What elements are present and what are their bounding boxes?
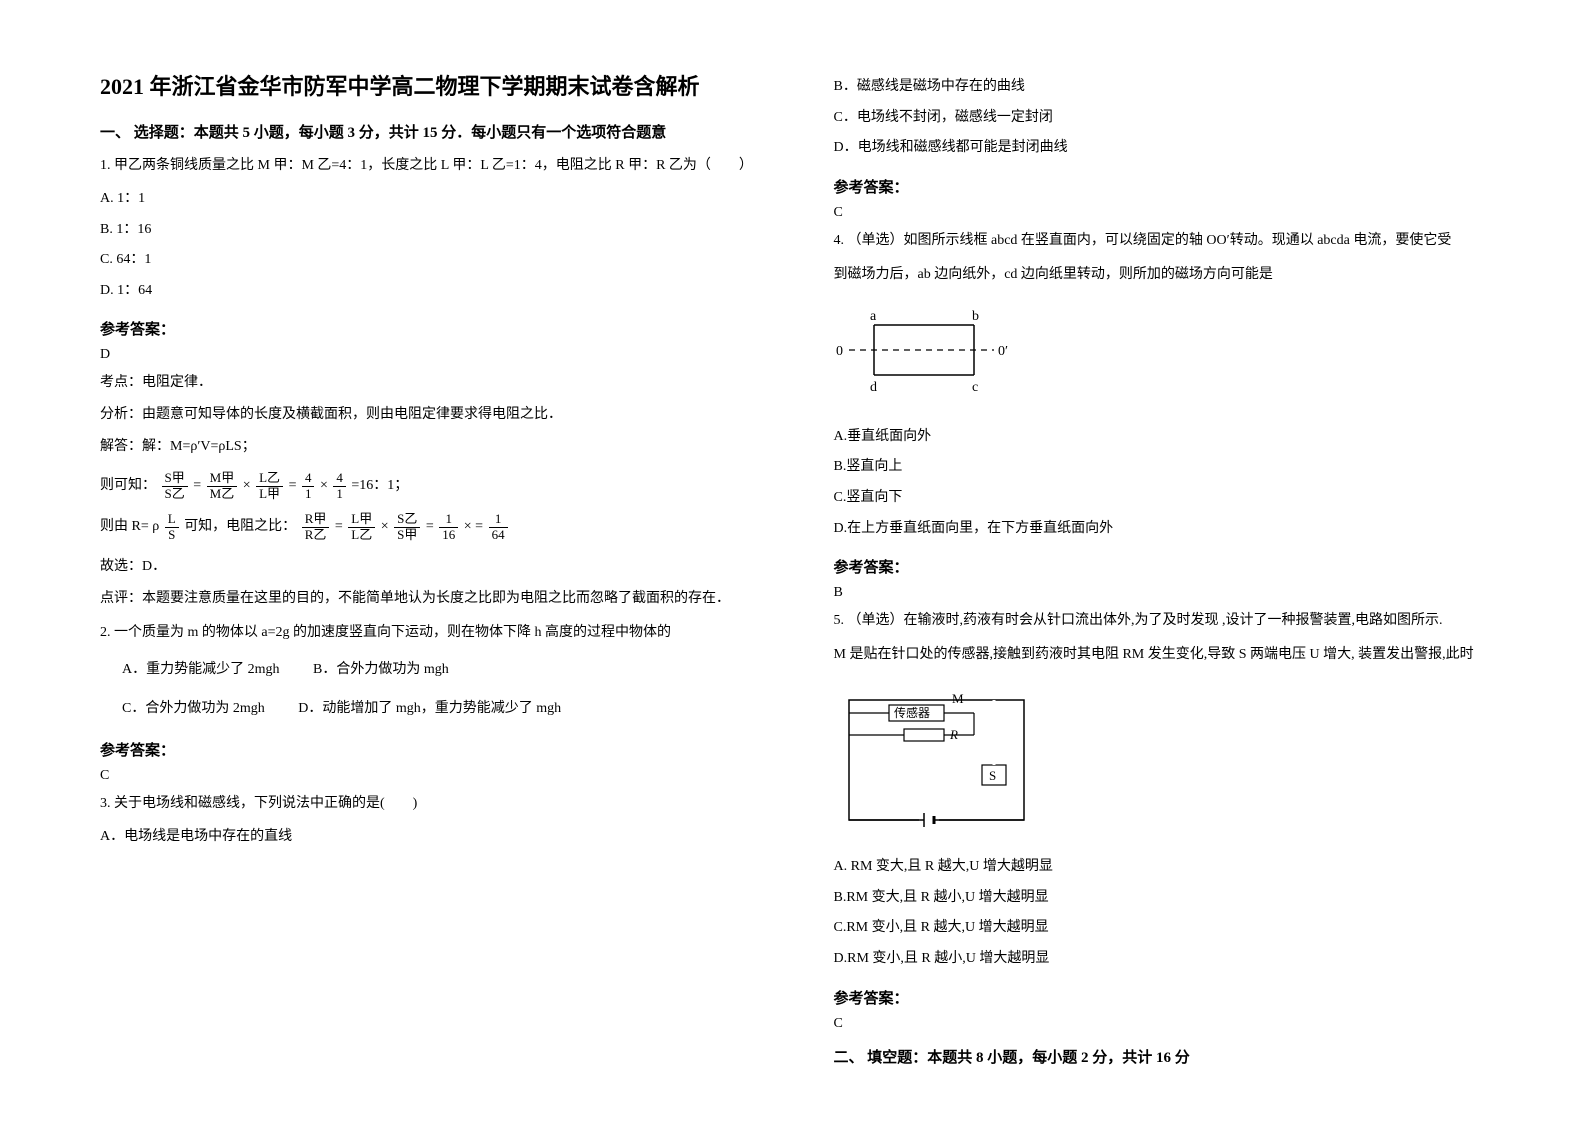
q3-option-a: A．电场线是电场中存在的直线	[100, 824, 754, 851]
q2-option-a: A．重力势能减少了 2mgh	[122, 655, 280, 686]
q5-answer: C	[834, 1016, 1488, 1032]
frac-4-1a: 41	[302, 471, 315, 502]
section-2-header: 二、 填空题：本题共 8 小题，每小题 2 分，共计 16 分	[834, 1046, 1488, 1067]
q1-option-a: A. 1：1	[100, 186, 754, 213]
left-column: 2021 年浙江省金华市防军中学高二物理下学期期末试卷含解析 一、 选择题：本题…	[100, 70, 754, 1052]
text-prefix: 则由 R=	[100, 519, 149, 534]
q2-options-row2: C．合外力做功为 2mgh D．动能增加了 mgh，重力势能减少了 mgh	[122, 694, 754, 725]
frac-4-1b: 41	[333, 471, 346, 502]
text-prefix: 则可知：	[100, 479, 156, 494]
times-sign: ×	[381, 519, 389, 534]
eq-sign: =	[475, 519, 483, 534]
q4-stem2: 到磁场力后，ab 边向纸外，cd 边向纸里转动，则所加的磁场方向可能是	[834, 261, 1488, 289]
q5-option-a: A. RM 变大,且 R 越大,U 增大越明显	[834, 854, 1488, 881]
q1-answer: D	[100, 347, 754, 363]
q3-answer: C	[834, 205, 1488, 221]
q5-option-b: B.RM 变大,且 R 越小,U 增大越明显	[834, 885, 1488, 912]
q1-option-c: C. 64：1	[100, 247, 754, 274]
label-d: d	[870, 380, 877, 395]
q1-dianping: 点评：本题要注意质量在这里的目的，不能简单地认为长度之比即为电阻之比而忽略了截面…	[100, 585, 754, 613]
label-o: 0	[836, 344, 843, 359]
q4-figure: a b c d 0 0′	[834, 305, 1014, 405]
q1-stem: 1. 甲乙两条铜线质量之比 M 甲：M 乙=4：1，长度之比 L 甲：L 乙=1…	[100, 152, 754, 180]
q1-eq-resistance-ratio: 则由 R= ρ LS 可知，电阻之比： R甲R乙 = L甲L乙 × S乙S甲 =…	[100, 512, 754, 543]
label-a: a	[870, 309, 877, 324]
q4-answer: B	[834, 585, 1488, 601]
label-c: c	[972, 380, 978, 395]
q1-answer-label: 参考答案：	[100, 318, 754, 339]
q1-fenxi: 分析：由题意可知导体的长度及横截面积，则由电阻定律要求得电阻之比．	[100, 401, 754, 429]
q1-kaodian: 考点：电阻定律．	[100, 369, 754, 397]
exam-title: 2021 年浙江省金华市防军中学高二物理下学期期末试卷含解析	[100, 70, 754, 103]
eq-sign: =	[426, 519, 434, 534]
q2-answer: C	[100, 768, 754, 784]
times-sign: ×	[243, 479, 251, 494]
q1-option-b: B. 1：16	[100, 217, 754, 244]
times-sign: ×	[320, 479, 328, 494]
rho-symbol: ρ	[152, 519, 159, 534]
text-suffix: =16：1；	[351, 479, 408, 494]
q5-answer-label: 参考答案：	[834, 987, 1488, 1008]
m-label: M	[952, 691, 964, 706]
q2-options-row1: A．重力势能减少了 2mgh B．合外力做功为 mgh	[122, 655, 754, 686]
q1-jieda1: 解答：解：M=ρ′V=ρLS；	[100, 433, 754, 461]
frac-m: M甲M乙	[207, 471, 238, 502]
sensor-label: 传感器	[894, 705, 930, 720]
q2-answer-label: 参考答案：	[100, 739, 754, 760]
section-1-header: 一、 选择题：本题共 5 小题，每小题 3 分，共计 15 分．每小题只有一个选…	[100, 121, 754, 142]
label-b: b	[972, 309, 979, 324]
times-sign: ×	[464, 519, 472, 534]
q3-option-b: B．磁感线是磁场中存在的曲线	[834, 74, 1488, 101]
eq-sign: =	[335, 519, 343, 534]
frac-s-ratio: S乙S甲	[394, 512, 420, 543]
q3-option-c: C．电场线不封闭，磁感线一定封闭	[834, 105, 1488, 132]
q4-option-b: B.竖直向上	[834, 454, 1488, 481]
q4-option-c: C.竖直向下	[834, 485, 1488, 512]
q2-option-c: C．合外力做功为 2mgh	[122, 694, 265, 725]
q4-stem1: 4. （单选）如图所示线框 abcd 在竖直面内，可以绕固定的轴 OO′转动。现…	[834, 227, 1488, 255]
q1-eq-area-ratio: 则可知： S甲S乙 = M甲M乙 × L乙L甲 = 41 × 41 =16：1；	[100, 471, 754, 502]
s-label: S	[989, 768, 996, 783]
q3-stem: 3. 关于电场线和磁感线，下列说法中正确的是( )	[100, 790, 754, 818]
q5-stem2: M 是贴在针口处的传感器,接触到药液时其电阻 RM 发生变化,导致 S 两端电压…	[834, 641, 1488, 669]
right-column: B．磁感线是磁场中存在的曲线 C．电场线不封闭，磁感线一定封闭 D．电场线和磁感…	[834, 70, 1488, 1052]
q3-option-d: D．电场线和磁感线都可能是封闭曲线	[834, 135, 1488, 162]
text-mid: 可知，电阻之比：	[184, 519, 296, 534]
q1-option-d: D. 1：64	[100, 278, 754, 305]
frac-l-ratio: L甲L乙	[348, 512, 375, 543]
q1-guxuan: 故选：D．	[100, 553, 754, 581]
q5-figure: 传感器 M R S	[834, 685, 1044, 835]
label-op: 0′	[998, 344, 1008, 359]
frac-s: S甲S乙	[162, 471, 188, 502]
frac-rho-ls: LS	[165, 512, 179, 543]
q2-option-b: B．合外力做功为 mgh	[313, 655, 449, 686]
q2-stem: 2. 一个质量为 m 的物体以 a=2g 的加速度竖直向下运动，则在物体下降 h…	[100, 619, 754, 647]
eq-sign: =	[193, 479, 201, 494]
q2-option-d: D．动能增加了 mgh，重力势能减少了 mgh	[298, 694, 561, 725]
q3-answer-label: 参考答案：	[834, 176, 1488, 197]
q4-option-d: D.在上方垂直纸面向里，在下方垂直纸面向外	[834, 516, 1488, 543]
q4-answer-label: 参考答案：	[834, 556, 1488, 577]
frac-r: R甲R乙	[302, 512, 330, 543]
frac-1-16: 116	[439, 512, 458, 543]
q4-option-a: A.垂直纸面向外	[834, 424, 1488, 451]
frac-l: L乙L甲	[256, 471, 283, 502]
eq-sign: =	[289, 479, 297, 494]
q5-option-d: D.RM 变小,且 R 越小,U 增大越明显	[834, 946, 1488, 973]
frac-1-64: 164	[489, 512, 508, 543]
q5-stem1: 5. （单选）在输液时,药液有时会从针口流出体外,为了及时发现 ,设计了一种报警…	[834, 607, 1488, 635]
q5-option-c: C.RM 变小,且 R 越大,U 增大越明显	[834, 915, 1488, 942]
